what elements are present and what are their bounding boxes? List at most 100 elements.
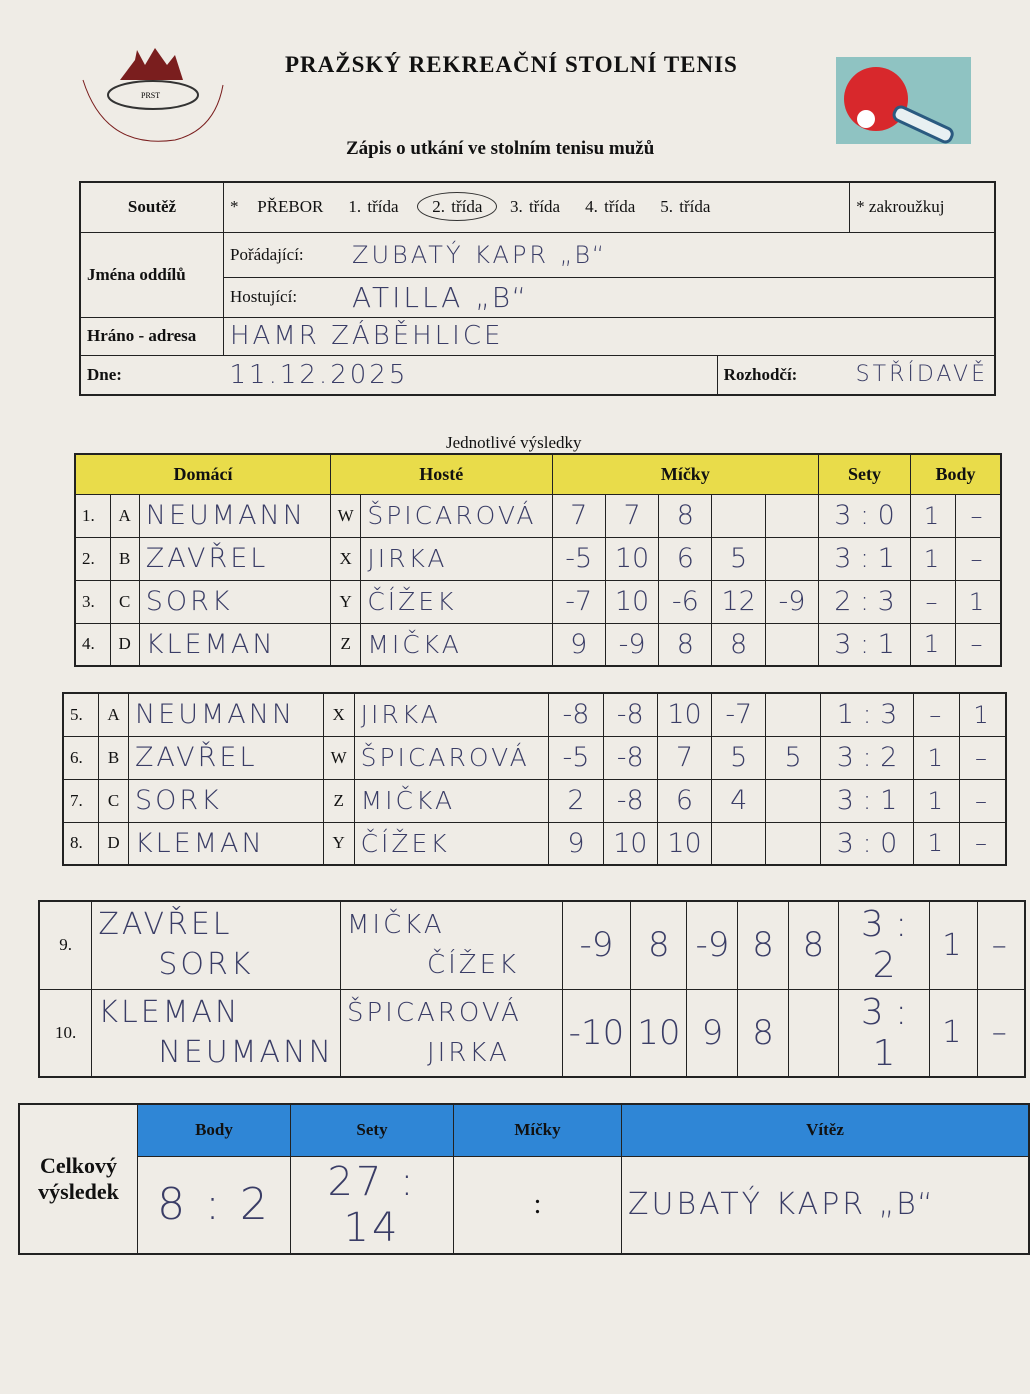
points-home[interactable]: 1 xyxy=(910,536,956,581)
poradajici-value[interactable]: ZUBATÝ KAPR „B“ xyxy=(346,231,996,278)
set-score[interactable]: 5 xyxy=(765,735,821,780)
set-score[interactable]: 9 xyxy=(686,988,739,1078)
set-score[interactable] xyxy=(765,821,821,866)
sets-result[interactable]: 3 : 1 xyxy=(818,622,912,667)
set-score[interactable]: 8 xyxy=(630,900,688,990)
home-player[interactable]: SORK xyxy=(127,778,324,823)
points-home[interactable]: 1 xyxy=(913,821,961,866)
set-score[interactable] xyxy=(765,692,821,737)
set-score[interactable]: 10 xyxy=(630,988,688,1078)
total-vitez[interactable]: ZUBATÝ KAPR „B“ xyxy=(621,1155,1030,1255)
set-score[interactable]: -7 xyxy=(711,692,767,737)
set-score[interactable]: 8 xyxy=(737,900,789,990)
set-score[interactable]: 8 xyxy=(737,988,789,1078)
points-guest[interactable]: 1 xyxy=(954,579,1002,624)
set-score[interactable] xyxy=(711,493,766,538)
set-score[interactable] xyxy=(764,493,820,538)
sets-result[interactable]: 3 : 1 xyxy=(819,778,915,823)
sets-result[interactable]: 1 : 3 xyxy=(819,692,915,737)
sets-result[interactable]: 3 : 1 xyxy=(838,988,931,1078)
home-player[interactable]: KLEMAN xyxy=(127,821,324,866)
set-score[interactable]: 7 xyxy=(656,735,713,780)
points-home[interactable]: – xyxy=(910,579,956,624)
set-score[interactable]: 2 xyxy=(548,778,604,823)
points-home[interactable]: 1 xyxy=(910,622,956,667)
set-score[interactable]: -5 xyxy=(548,735,604,780)
set-score[interactable]: -8 xyxy=(602,735,658,780)
sets-result[interactable]: 3 : 0 xyxy=(818,493,912,538)
set-score[interactable]: -9 xyxy=(686,900,739,990)
set-score[interactable]: 10 xyxy=(656,692,713,737)
home-player[interactable]: NEUMANN xyxy=(127,692,324,737)
set-score[interactable]: 8 xyxy=(787,900,840,990)
guest-player[interactable]: ČÍŽEK xyxy=(353,821,550,866)
class-selector[interactable]: * PŘEBOR 1. třída 2. třída 3. třída 4. t… xyxy=(222,181,851,233)
rozhodci-value[interactable]: STŘÍDAVĚ xyxy=(849,354,996,396)
total-micky[interactable]: : xyxy=(453,1155,622,1255)
set-score[interactable] xyxy=(765,778,821,823)
guest-pair[interactable]: MIČKA ČÍŽEK xyxy=(339,900,563,990)
sets-result[interactable]: 3 : 2 xyxy=(838,900,931,990)
sets-result[interactable]: 3 : 2 xyxy=(819,735,915,780)
points-guest[interactable]: – xyxy=(959,735,1007,780)
home-pair[interactable]: ZAVŘEL SORK xyxy=(91,900,341,990)
set-score[interactable] xyxy=(787,988,840,1078)
dne-value[interactable]: 11.12.2025 xyxy=(223,354,718,396)
points-guest[interactable]: – xyxy=(976,900,1026,990)
set-score[interactable]: -6 xyxy=(658,579,713,624)
points-guest[interactable]: 1 xyxy=(959,692,1007,737)
hostujici-value[interactable]: ATILLA „B“ xyxy=(346,276,996,318)
total-body[interactable]: 8 : 2 xyxy=(137,1155,291,1255)
points-home[interactable]: 1 xyxy=(913,735,961,780)
points-guest[interactable]: – xyxy=(959,778,1007,823)
points-guest[interactable]: – xyxy=(976,988,1026,1078)
set-score[interactable]: -8 xyxy=(602,692,658,737)
home-player[interactable]: NEUMANN xyxy=(138,493,332,538)
class-1[interactable]: 1. třída xyxy=(348,197,399,217)
set-score[interactable]: 7 xyxy=(604,493,660,538)
points-home[interactable]: 1 xyxy=(929,900,978,990)
set-score[interactable] xyxy=(711,821,767,866)
class-4[interactable]: 4. třída xyxy=(585,197,636,217)
class-5[interactable]: 5. třída xyxy=(660,197,711,217)
class-prebor[interactable]: PŘEBOR xyxy=(257,197,324,217)
set-score[interactable]: 6 xyxy=(656,778,713,823)
class-3[interactable]: 3. třída xyxy=(509,197,561,217)
class-2-selected[interactable]: 2. třída xyxy=(417,192,498,222)
set-score[interactable]: 8 xyxy=(658,493,713,538)
set-score[interactable]: -7 xyxy=(551,579,606,624)
set-score[interactable]: -8 xyxy=(602,778,658,823)
set-score[interactable]: -9 xyxy=(604,622,660,667)
sets-result[interactable]: 3 : 1 xyxy=(818,536,912,581)
home-player[interactable]: ZAVŘEL xyxy=(138,536,332,581)
set-score[interactable]: 10 xyxy=(602,821,658,866)
sets-result[interactable]: 2 : 3 xyxy=(818,579,912,624)
set-score[interactable]: 4 xyxy=(711,778,767,823)
guest-player[interactable]: JIRKA xyxy=(360,536,553,581)
set-score[interactable]: 10 xyxy=(656,821,713,866)
points-home[interactable]: – xyxy=(913,692,961,737)
set-score[interactable]: 9 xyxy=(548,821,604,866)
guest-player[interactable]: MIČKA xyxy=(360,622,553,667)
set-score[interactable]: 10 xyxy=(604,536,660,581)
points-guest[interactable]: – xyxy=(959,821,1007,866)
guest-pair[interactable]: ŠPICAROVÁ JIRKA xyxy=(339,988,563,1078)
home-player[interactable]: KLEMAN xyxy=(138,622,332,667)
guest-player[interactable]: ŠPICAROVÁ xyxy=(353,735,550,780)
points-guest[interactable]: – xyxy=(954,493,1002,538)
adresa-value[interactable]: HAMR ZÁBĚHLICE xyxy=(223,316,996,356)
guest-player[interactable]: JIRKA xyxy=(353,692,550,737)
set-score[interactable]: -9 xyxy=(561,900,632,990)
set-score[interactable]: 5 xyxy=(711,735,767,780)
set-score[interactable]: 10 xyxy=(604,579,660,624)
set-score[interactable]: -5 xyxy=(551,536,606,581)
set-score[interactable] xyxy=(764,536,820,581)
home-player[interactable]: SORK xyxy=(138,579,332,624)
guest-player[interactable]: ČÍŽEK xyxy=(360,579,553,624)
set-score[interactable] xyxy=(764,622,820,667)
points-home[interactable]: 1 xyxy=(910,493,956,538)
set-score[interactable]: 9 xyxy=(551,622,606,667)
points-home[interactable]: 1 xyxy=(913,778,961,823)
guest-player[interactable]: ŠPICAROVÁ xyxy=(360,493,553,538)
set-score[interactable]: -10 xyxy=(561,988,632,1078)
